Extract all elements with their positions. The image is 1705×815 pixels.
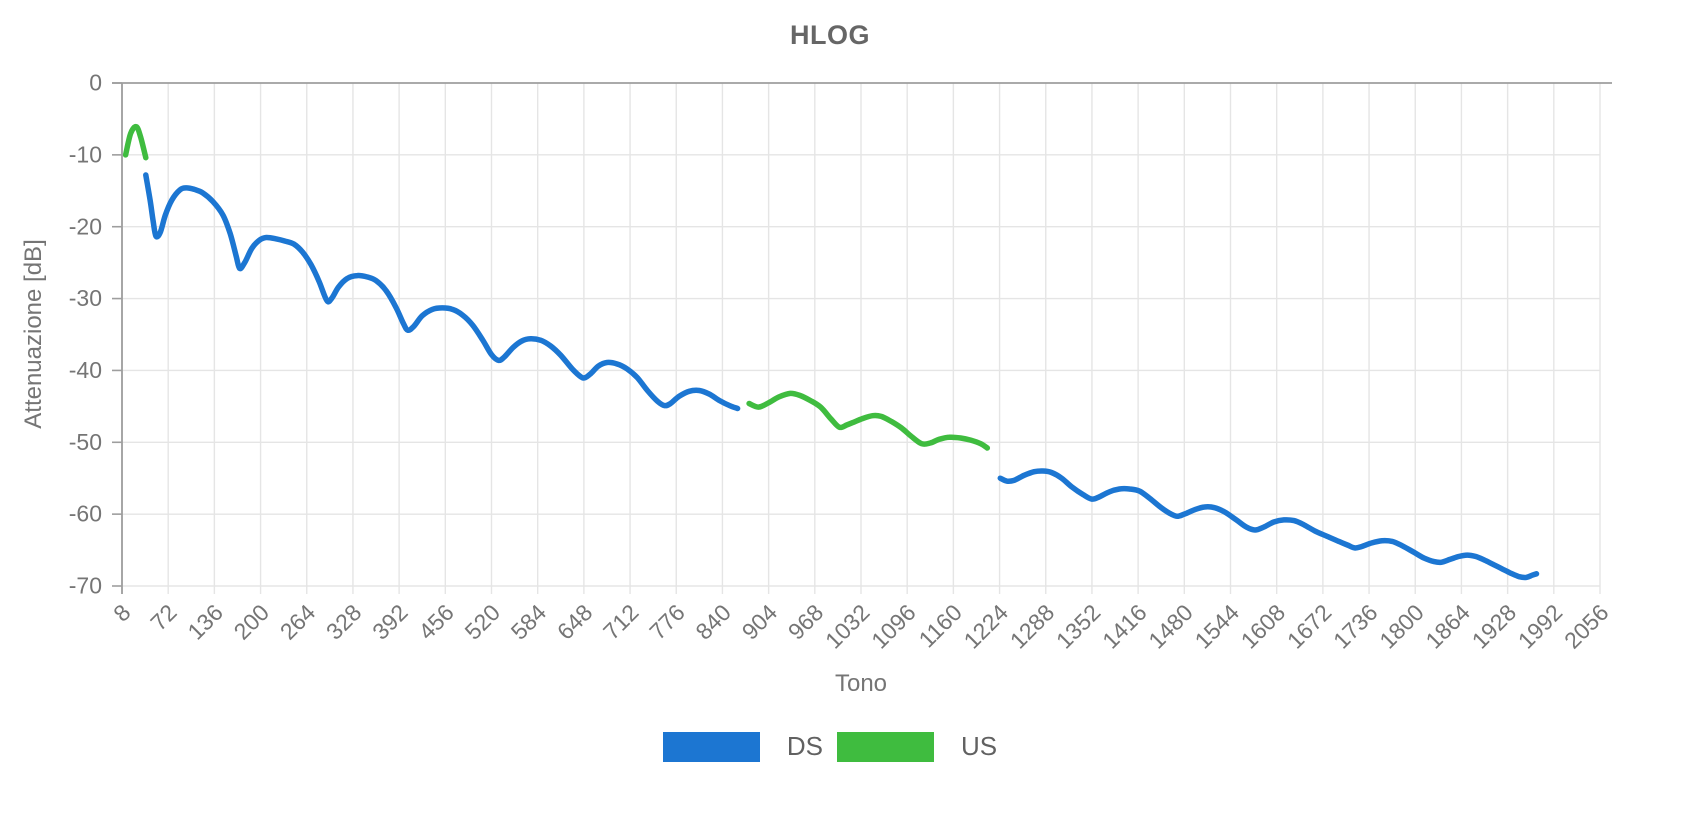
svg-text:1032: 1032 — [820, 599, 875, 654]
svg-text:136: 136 — [182, 599, 228, 645]
svg-text:-60: -60 — [69, 501, 102, 527]
svg-text:648: 648 — [552, 599, 598, 645]
svg-text:2056: 2056 — [1559, 599, 1614, 654]
svg-text:264: 264 — [275, 599, 321, 645]
us-color-swatch — [837, 731, 934, 762]
svg-text:-70: -70 — [69, 573, 102, 599]
svg-text:840: 840 — [690, 599, 736, 645]
svg-text:520: 520 — [460, 599, 506, 645]
svg-text:1864: 1864 — [1420, 599, 1475, 654]
svg-text:-30: -30 — [69, 285, 102, 311]
svg-text:1544: 1544 — [1189, 599, 1244, 654]
svg-text:-50: -50 — [69, 429, 102, 455]
svg-text:712: 712 — [598, 599, 644, 645]
svg-text:456: 456 — [413, 599, 459, 645]
us-legend-label: US — [961, 731, 998, 761]
svg-text:392: 392 — [367, 599, 413, 645]
svg-text:1992: 1992 — [1513, 599, 1568, 654]
x-axis-title: Tono — [834, 670, 888, 697]
svg-text:328: 328 — [321, 599, 367, 645]
svg-text:1800: 1800 — [1374, 599, 1429, 654]
legend: DS US — [0, 731, 1660, 762]
ds-color-swatch — [662, 731, 760, 762]
svg-text:1928: 1928 — [1467, 599, 1522, 654]
ds-legend-label: DS — [786, 731, 823, 761]
svg-text:1352: 1352 — [1051, 599, 1106, 654]
svg-text:584: 584 — [506, 599, 552, 645]
svg-text:-10: -10 — [69, 141, 102, 167]
svg-text:-20: -20 — [69, 213, 102, 239]
svg-text:1672: 1672 — [1282, 599, 1337, 654]
legend-item-us[interactable]: US — [837, 731, 997, 762]
svg-text:776: 776 — [644, 599, 690, 645]
svg-text:1288: 1288 — [1005, 599, 1060, 654]
y-axis-title: Attenuazione [dB] — [20, 239, 47, 429]
svg-text:1224: 1224 — [959, 599, 1014, 654]
svg-text:1480: 1480 — [1143, 599, 1198, 654]
svg-text:1416: 1416 — [1097, 599, 1152, 654]
svg-text:1608: 1608 — [1236, 599, 1291, 654]
svg-text:0: 0 — [89, 70, 102, 96]
svg-text:1096: 1096 — [866, 599, 921, 654]
svg-text:1160: 1160 — [914, 599, 967, 652]
svg-text:-40: -40 — [69, 357, 102, 383]
svg-text:8: 8 — [108, 599, 135, 626]
svg-text:1736: 1736 — [1328, 599, 1383, 654]
legend-item-ds[interactable]: DS — [662, 731, 823, 762]
svg-text:72: 72 — [145, 599, 181, 635]
svg-text:200: 200 — [229, 599, 275, 645]
chart-title: HLOG — [790, 20, 870, 50]
svg-text:904: 904 — [737, 599, 783, 645]
